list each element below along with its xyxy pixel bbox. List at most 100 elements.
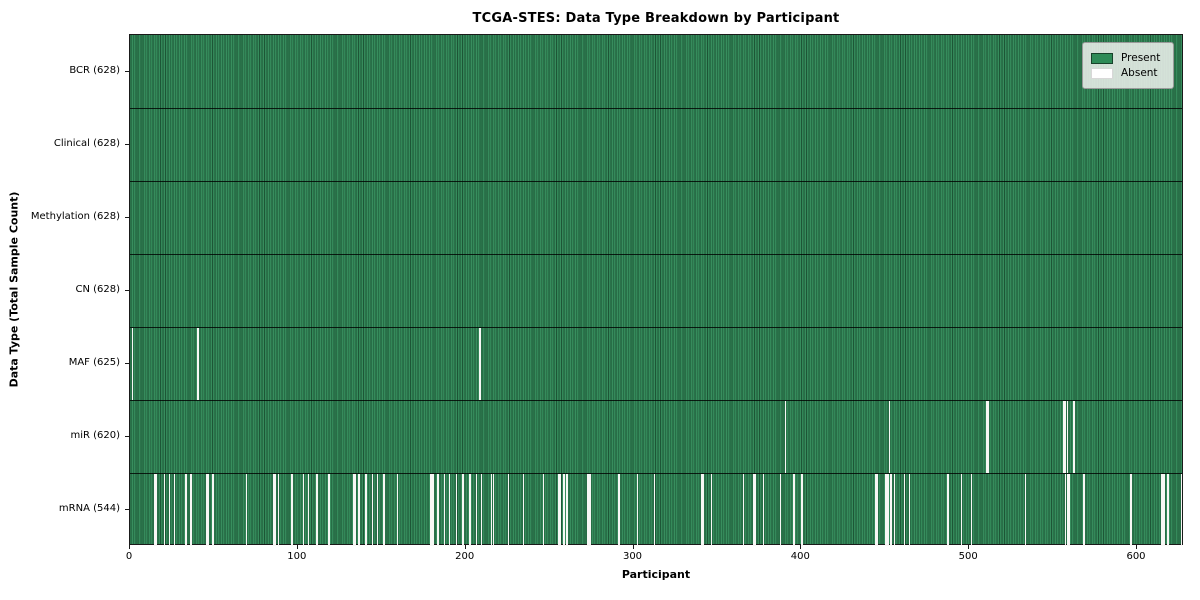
absent-mark xyxy=(1068,474,1070,546)
absent-mark xyxy=(557,474,560,546)
absent-mark xyxy=(710,474,713,546)
absent-mark xyxy=(586,474,589,546)
y-tick-mark xyxy=(125,289,129,291)
absent-mark xyxy=(1083,474,1085,546)
y-tick-label: Clinical (628) xyxy=(53,137,120,149)
absent-mark xyxy=(163,474,166,546)
absent-mark xyxy=(588,474,590,546)
absent-mark xyxy=(890,474,892,546)
absent-mark xyxy=(1063,401,1065,473)
absent-mark xyxy=(353,474,355,546)
absent-mark xyxy=(903,474,906,546)
absent-mark xyxy=(1167,474,1169,546)
absent-mark xyxy=(430,474,432,546)
absent-mark xyxy=(542,474,545,546)
absent-mark xyxy=(212,474,214,546)
legend: Present Absent xyxy=(1082,42,1174,89)
x-axis-label: Participant xyxy=(621,568,691,581)
absent-mark xyxy=(1163,474,1166,546)
absent-mark xyxy=(960,474,963,546)
x-tick-mark xyxy=(968,545,970,549)
legend-item-present: Present xyxy=(1091,52,1165,64)
y-tick-mark xyxy=(125,508,129,510)
absent-mark xyxy=(437,474,439,546)
absent-mark xyxy=(274,474,276,546)
x-tick-label: 600 xyxy=(1126,551,1146,562)
absent-mark xyxy=(876,474,879,546)
absent-mark xyxy=(522,474,525,546)
absent-mark xyxy=(316,474,318,546)
x-tick-label: 500 xyxy=(958,551,978,562)
absent-mark xyxy=(559,474,562,546)
x-tick-label: 400 xyxy=(790,551,810,562)
absent-mark xyxy=(985,401,988,473)
absent-mark xyxy=(1066,474,1069,546)
absent-mark xyxy=(970,474,973,546)
absent-mark xyxy=(354,474,357,546)
row-bcr xyxy=(130,35,1182,108)
absent-mark xyxy=(784,401,787,473)
absent-mark xyxy=(492,474,495,546)
absent-mark xyxy=(396,474,399,546)
absent-mark xyxy=(291,474,293,546)
absent-mark xyxy=(618,474,620,546)
y-tick-mark xyxy=(125,362,129,364)
y-tick-label: miR (620) xyxy=(70,429,120,441)
absent-mark xyxy=(358,474,360,546)
y-tick-label: mRNA (544) xyxy=(58,502,120,514)
x-tick-mark xyxy=(800,545,802,549)
absent-mark xyxy=(1024,474,1027,546)
absent-mark xyxy=(1066,401,1069,473)
absent-mark xyxy=(1064,401,1067,473)
absent-mark xyxy=(742,474,745,546)
absent-mark xyxy=(371,474,374,546)
absent-mark xyxy=(779,474,782,546)
absent-mark xyxy=(277,474,280,546)
absent-mark xyxy=(302,474,305,546)
absent-mark xyxy=(507,474,510,546)
absent-mark xyxy=(469,474,471,546)
row-maf xyxy=(130,327,1182,400)
row-mir xyxy=(130,400,1182,473)
absent-mark xyxy=(1073,401,1075,473)
x-tick-mark xyxy=(1136,545,1137,549)
absent-mark xyxy=(173,474,176,546)
absent-mark xyxy=(563,474,565,546)
absent-mark xyxy=(480,474,483,546)
y-tick-mark xyxy=(125,143,129,145)
row-clinical xyxy=(130,108,1182,181)
absent-mark xyxy=(1160,474,1163,546)
y-tick-label: BCR (628) xyxy=(69,64,120,76)
plot-area: Present Absent xyxy=(129,34,1183,546)
legend-label: Present xyxy=(1121,52,1161,64)
absent-mark xyxy=(1162,474,1164,546)
absent-mark xyxy=(886,474,889,546)
absent-mark xyxy=(875,474,877,546)
x-tick-label: 200 xyxy=(455,551,475,562)
absent-mark xyxy=(475,474,478,546)
absent-mark xyxy=(205,474,208,546)
absent-mark xyxy=(1130,474,1132,546)
absent-mark xyxy=(479,328,481,400)
absent-mark xyxy=(700,474,703,546)
absent-mark xyxy=(792,474,795,546)
absent-mark xyxy=(168,474,171,546)
absent-mark xyxy=(636,474,639,546)
x-tick-mark xyxy=(296,545,298,549)
absent-mark xyxy=(376,474,379,546)
x-tick-label: 300 xyxy=(622,551,643,562)
absent-mark xyxy=(702,474,704,546)
legend-item-absent: Absent xyxy=(1091,67,1165,79)
absent-mark xyxy=(1180,474,1183,546)
x-tick-mark xyxy=(464,545,466,549)
absent-mark xyxy=(1064,474,1067,546)
absent-mark xyxy=(207,474,209,546)
absent-mark xyxy=(754,474,756,546)
absent-mark xyxy=(462,474,464,546)
absent-mark xyxy=(448,474,451,546)
y-tick-label: MAF (625) xyxy=(68,356,120,368)
absent-mark xyxy=(566,474,568,546)
absent-mark xyxy=(987,401,990,473)
x-tick-label: 0 xyxy=(125,551,133,562)
